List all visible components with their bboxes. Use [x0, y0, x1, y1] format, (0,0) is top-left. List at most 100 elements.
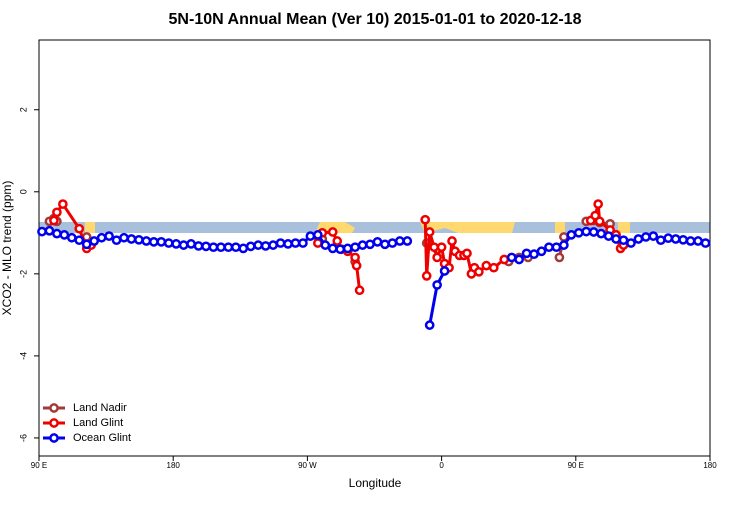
- point: [52, 207, 62, 218]
- point: [58, 199, 68, 209]
- y-tick-label: 0: [18, 189, 28, 194]
- point: [104, 231, 114, 241]
- point: [298, 238, 308, 248]
- plot-frame: [38, 39, 711, 457]
- point: [81, 239, 92, 250]
- point: [332, 236, 343, 246]
- point: [372, 236, 383, 247]
- point: [283, 239, 293, 249]
- point: [365, 239, 375, 250]
- x-axis-label: Longitude: [349, 476, 402, 490]
- point: [305, 231, 316, 241]
- point: [596, 228, 606, 239]
- point: [201, 241, 211, 252]
- point: [429, 242, 439, 253]
- point: [260, 241, 271, 251]
- point: [462, 248, 472, 259]
- land-patch: [85, 222, 95, 233]
- point: [74, 223, 85, 234]
- point: [663, 233, 674, 244]
- point: [327, 243, 338, 254]
- point: [685, 236, 696, 246]
- point: [354, 285, 365, 296]
- point: [551, 242, 562, 253]
- point: [335, 244, 346, 255]
- point: [59, 230, 70, 240]
- point: [559, 240, 569, 250]
- legend-marker: [49, 433, 59, 443]
- point: [126, 234, 137, 244]
- point: [588, 227, 599, 237]
- point: [436, 242, 447, 253]
- point: [603, 231, 614, 241]
- point: [554, 252, 565, 263]
- point: [74, 235, 85, 246]
- point: [474, 266, 484, 277]
- point: [421, 271, 432, 281]
- legend-marker: [49, 403, 59, 413]
- point: [424, 320, 435, 330]
- point: [626, 238, 636, 248]
- point: [342, 243, 353, 254]
- point: [447, 236, 457, 246]
- point: [424, 227, 435, 237]
- x-tick-label: 90 E: [568, 461, 584, 470]
- y-tick-label: 2: [18, 107, 28, 112]
- y-tick-label: -6: [18, 434, 28, 442]
- point: [593, 199, 604, 209]
- point: [111, 235, 122, 246]
- point: [700, 238, 711, 248]
- chart-title: 5N-10N Annual Mean (Ver 10) 2015-01-01 t…: [169, 11, 582, 28]
- point: [594, 216, 605, 227]
- legend-label: Land Glint: [73, 417, 123, 429]
- point: [648, 231, 659, 241]
- point: [186, 239, 196, 249]
- point: [156, 236, 167, 247]
- map-strip: [39, 222, 710, 233]
- point: [380, 239, 390, 250]
- point: [148, 236, 159, 247]
- point: [488, 262, 499, 273]
- point: [171, 239, 182, 249]
- point: [223, 242, 234, 253]
- legend-label: Land Nadir: [73, 402, 127, 414]
- x-tick-label: 90 E: [31, 461, 47, 470]
- point: [611, 234, 621, 244]
- point: [693, 236, 703, 246]
- point: [268, 240, 278, 250]
- point: [420, 214, 431, 225]
- point: [566, 230, 577, 240]
- y-tick-label: -2: [18, 270, 28, 278]
- point: [618, 235, 629, 246]
- point: [52, 228, 62, 239]
- point: [536, 246, 547, 257]
- point: [178, 240, 189, 250]
- x-tick-label: 0: [439, 461, 444, 470]
- point: [312, 230, 323, 240]
- point: [432, 280, 442, 290]
- point: [290, 238, 301, 248]
- point: [514, 254, 524, 265]
- land-patch: [618, 222, 630, 233]
- point: [89, 236, 100, 246]
- x-tick-label: 180: [703, 461, 717, 470]
- point: [193, 241, 204, 251]
- point: [544, 242, 554, 253]
- point: [44, 225, 55, 236]
- point: [253, 240, 264, 250]
- point: [641, 232, 651, 242]
- point: [573, 227, 584, 238]
- point: [394, 236, 405, 246]
- point: [678, 234, 689, 245]
- point: [37, 226, 47, 237]
- point: [499, 254, 510, 265]
- point: [230, 242, 241, 253]
- point: [633, 234, 644, 244]
- legend-marker: [49, 418, 59, 428]
- point: [670, 234, 681, 244]
- point: [350, 252, 360, 263]
- point: [141, 236, 152, 246]
- point: [66, 232, 77, 243]
